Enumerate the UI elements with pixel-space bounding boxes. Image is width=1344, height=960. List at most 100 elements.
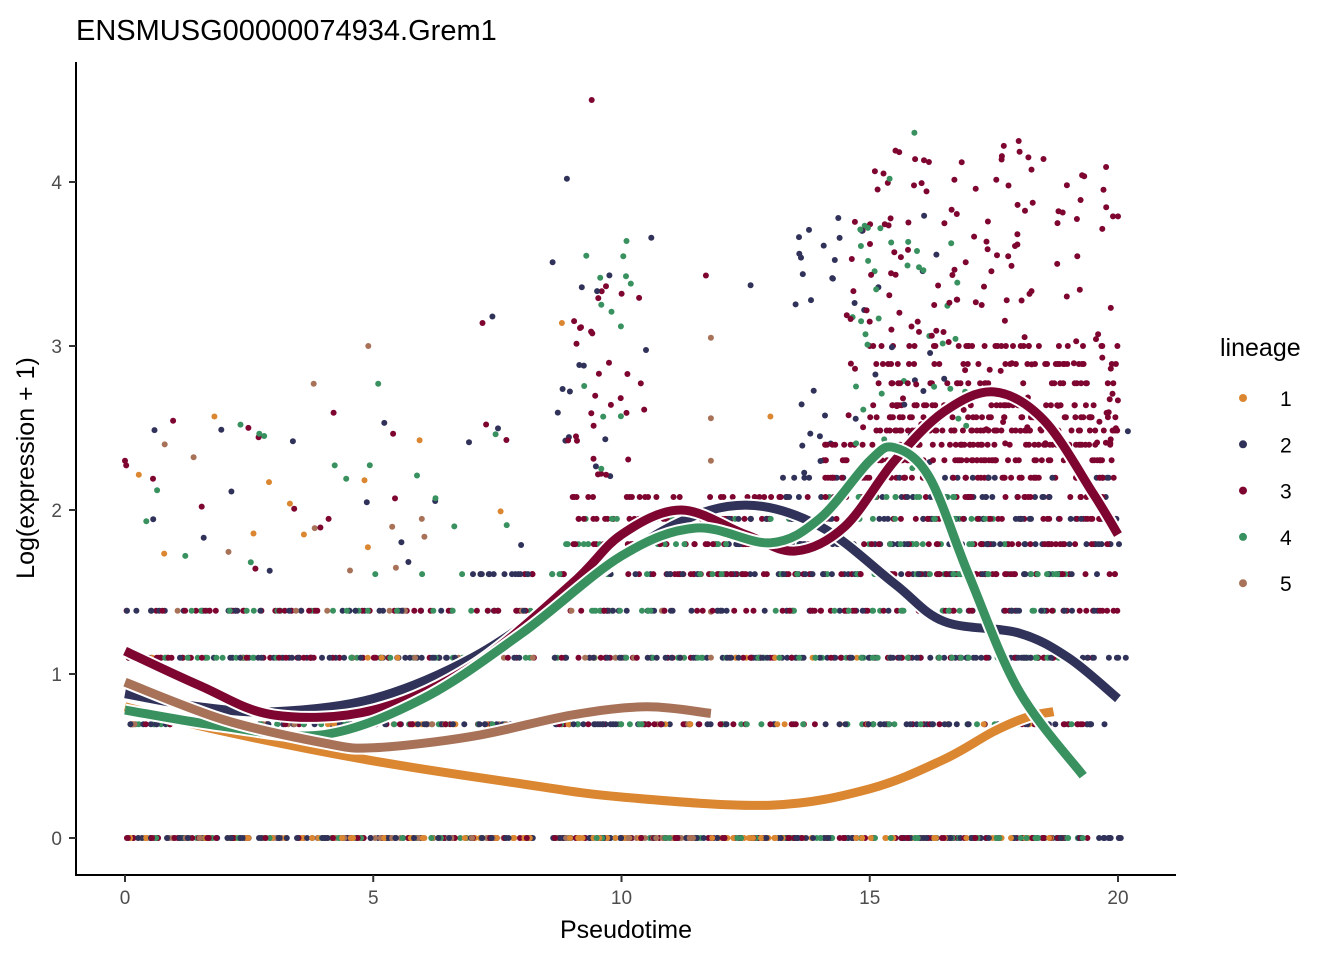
data-point-lineage-3 [984, 246, 991, 253]
data-point-lineage-1 [394, 654, 401, 661]
data-point-lineage-3 [949, 272, 956, 278]
data-point-lineage-5 [469, 835, 475, 841]
data-point-lineage-2 [881, 721, 888, 728]
data-point-lineage-4 [794, 571, 801, 578]
data-point-lineage-4 [414, 472, 420, 479]
data-point-lineage-5 [707, 334, 714, 341]
data-point-lineage-3 [1110, 213, 1116, 220]
data-point-lineage-2 [1048, 654, 1054, 661]
data-point-lineage-3 [863, 307, 870, 314]
data-point-lineage-3 [636, 294, 643, 301]
data-point-lineage-3 [981, 283, 987, 290]
data-point-lineage-3 [317, 524, 324, 531]
data-point-lineage-3 [840, 835, 847, 841]
data-point-lineage-3 [123, 462, 130, 469]
data-point-lineage-2 [148, 607, 154, 614]
data-point-lineage-4 [564, 541, 571, 548]
data-point-lineage-4 [428, 835, 435, 841]
data-point-lineage-3 [955, 343, 962, 349]
data-point-lineage-2 [164, 835, 170, 841]
data-point-lineage-3 [1063, 182, 1070, 189]
data-point-lineage-4 [1033, 654, 1040, 661]
data-point-lineage-3 [786, 607, 793, 614]
data-point-lineage-5 [311, 525, 318, 532]
data-point-lineage-3 [1112, 414, 1119, 421]
data-point-lineage-3 [597, 654, 604, 661]
data-point-lineage-3 [951, 266, 958, 273]
data-point-lineage-3 [1042, 440, 1049, 447]
data-point-lineage-2 [921, 212, 928, 219]
data-point-lineage-3 [987, 515, 994, 522]
data-point-lineage-3 [870, 402, 877, 409]
data-point-lineage-3 [822, 474, 829, 481]
data-point-lineage-4 [226, 607, 233, 614]
data-point-lineage-2 [478, 835, 485, 841]
data-point-lineage-2 [842, 721, 849, 728]
data-point-lineage-3 [998, 153, 1005, 160]
data-point-lineage-3 [702, 541, 709, 548]
data-point-lineage-3 [1002, 440, 1009, 447]
data-point-lineage-1 [300, 531, 307, 538]
data-point-lineage-3 [1000, 142, 1007, 149]
data-point-lineage-3 [603, 283, 609, 290]
data-point-lineage-2 [1032, 494, 1038, 500]
data-point-lineage-2 [295, 654, 302, 661]
data-point-lineage-3 [516, 835, 523, 841]
data-point-lineage-2 [1018, 515, 1025, 522]
data-point-lineage-2 [1067, 515, 1074, 522]
data-point-lineage-4 [399, 835, 406, 841]
data-point-lineage-3 [998, 427, 1005, 434]
data-point-lineage-4 [375, 380, 382, 387]
data-point-lineage-3 [993, 427, 1000, 434]
data-point-lineage-3 [165, 654, 172, 661]
data-point-lineage-4 [613, 515, 620, 522]
data-point-lineage-2 [929, 721, 936, 728]
data-point-lineage-3 [1086, 427, 1093, 434]
legend-key-lineage-4 [1239, 532, 1247, 541]
data-point-lineage-3 [838, 571, 845, 578]
data-point-lineage-3 [891, 249, 898, 256]
data-point-lineage-3 [529, 571, 536, 578]
data-point-lineage-2 [586, 654, 593, 661]
data-point-lineage-4 [948, 240, 955, 247]
data-point-lineage-2 [668, 654, 675, 661]
data-point-lineage-3 [991, 441, 998, 448]
data-point-lineage-2 [688, 607, 695, 614]
data-point-lineage-2 [511, 654, 518, 661]
data-point-lineage-2 [435, 835, 442, 841]
data-point-lineage-2 [947, 835, 954, 841]
y-tick-label: 1 [51, 665, 62, 686]
data-point-lineage-3 [1054, 260, 1061, 267]
data-point-lineage-4 [845, 607, 852, 614]
data-point-lineage-1 [161, 550, 168, 557]
data-point-lineage-3 [1010, 343, 1016, 349]
data-point-lineage-3 [1018, 297, 1025, 304]
data-point-lineage-3 [838, 474, 845, 481]
data-point-lineage-3 [950, 474, 957, 481]
data-point-lineage-2 [704, 721, 711, 728]
data-point-lineage-4 [824, 571, 831, 578]
data-point-lineage-4 [872, 835, 878, 841]
data-point-lineage-4 [931, 515, 938, 522]
data-point-lineage-3 [957, 380, 964, 387]
data-point-lineage-4 [949, 654, 955, 661]
data-point-lineage-2 [518, 542, 525, 548]
data-point-lineage-4 [955, 415, 962, 422]
data-point-lineage-3 [977, 474, 984, 481]
data-point-lineage-2 [517, 571, 524, 578]
data-point-lineage-3 [1098, 343, 1105, 349]
data-point-lineage-3 [1047, 441, 1053, 448]
data-point-lineage-2 [979, 571, 986, 578]
data-point-lineage-2 [218, 426, 225, 433]
data-point-lineage-5 [365, 343, 372, 349]
data-point-lineage-3 [767, 721, 774, 728]
data-point-lineage-3 [940, 329, 947, 335]
data-point-lineage-3 [1107, 304, 1114, 311]
data-point-lineage-4 [931, 383, 938, 390]
data-point-lineage-3 [189, 835, 196, 841]
data-point-lineage-3 [933, 427, 940, 434]
data-point-lineage-2 [566, 388, 573, 395]
data-point-lineage-1 [567, 835, 574, 841]
data-point-lineage-3 [851, 607, 858, 614]
data-point-lineage-4 [661, 541, 668, 548]
